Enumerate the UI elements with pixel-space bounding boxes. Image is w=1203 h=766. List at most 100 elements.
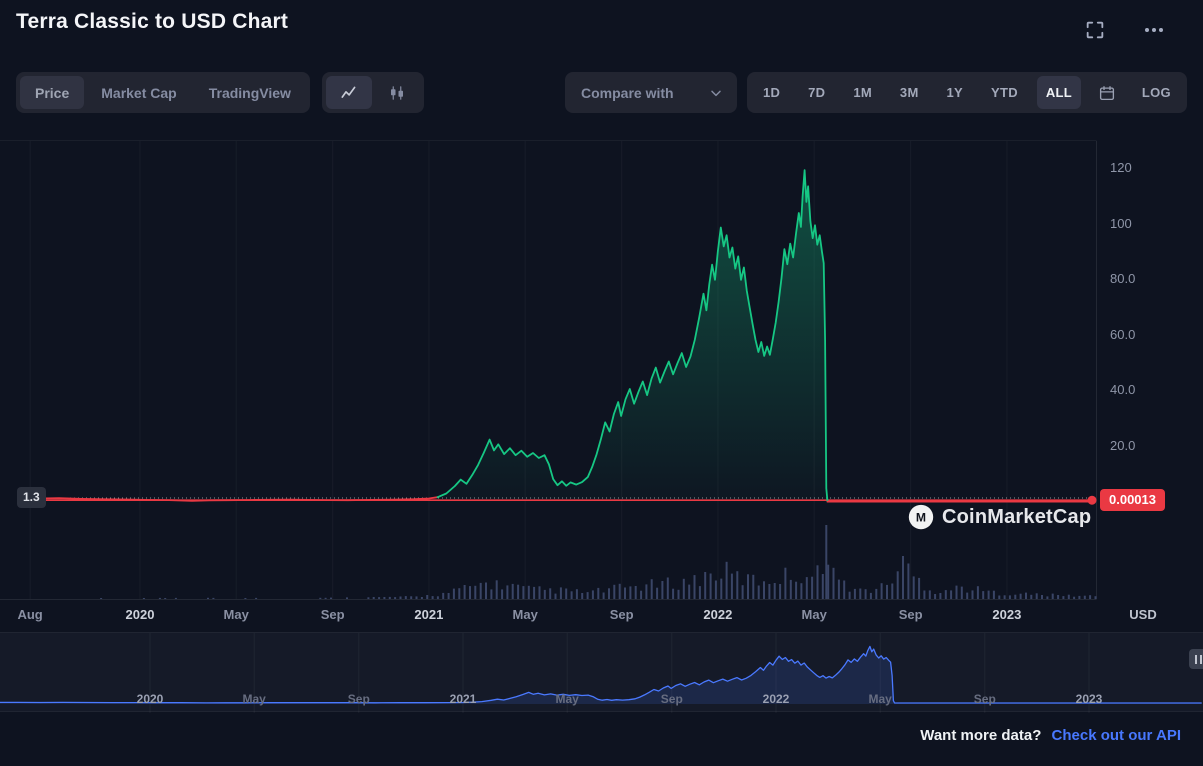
- volume-bar: [704, 572, 707, 599]
- volume-bar: [859, 588, 862, 599]
- calendar-button[interactable]: [1091, 76, 1123, 109]
- chart-type-line-button[interactable]: [326, 76, 372, 109]
- volume-bar: [1003, 595, 1006, 599]
- volume-bar: [907, 563, 910, 599]
- volume-bar: [1019, 593, 1022, 599]
- volume-bar: [404, 596, 407, 599]
- log-scale-button[interactable]: LOG: [1133, 76, 1180, 109]
- volume-bar: [1094, 596, 1097, 599]
- volume-bar: [982, 591, 985, 599]
- volume-bar: [1008, 595, 1011, 599]
- volume-bar: [399, 596, 402, 599]
- volume-bar: [506, 585, 509, 599]
- x-axis-label: May: [801, 607, 827, 622]
- volume-bar: [955, 585, 958, 599]
- view-tab-market-cap[interactable]: Market Cap: [86, 76, 191, 109]
- navigator-handle[interactable]: [1189, 649, 1203, 669]
- volume-bar: [591, 590, 594, 599]
- volume-bar: [714, 580, 717, 599]
- volume-bar: [656, 587, 659, 599]
- volume-bar: [469, 586, 471, 599]
- volume-bar: [864, 589, 867, 599]
- volume-bar: [886, 584, 888, 599]
- range-1d[interactable]: 1D: [754, 76, 789, 109]
- volume-bar: [511, 583, 514, 599]
- volume-bar: [672, 588, 675, 599]
- range-all[interactable]: ALL: [1036, 76, 1081, 109]
- volume-bar: [698, 586, 701, 599]
- fullscreen-button[interactable]: [1082, 17, 1108, 43]
- x-axis-label: Sep: [609, 607, 634, 622]
- x-axis-label: May: [512, 607, 538, 622]
- volume-bar: [410, 596, 413, 599]
- range-3m[interactable]: 3M: [891, 76, 928, 109]
- volume-bar: [452, 588, 455, 599]
- volume-bar: [805, 577, 808, 599]
- x-axis-label: 2020: [125, 607, 155, 622]
- volume-bar: [420, 597, 423, 599]
- volume-bar: [950, 590, 953, 599]
- chart-type-candlestick-button[interactable]: [374, 76, 420, 109]
- calendar-icon: [1098, 84, 1116, 102]
- volume-bar: [902, 556, 904, 599]
- view-tab-price[interactable]: Price: [20, 76, 85, 109]
- volume-bar: [543, 589, 546, 599]
- volume-bar: [554, 593, 557, 599]
- volume-bar: [1073, 596, 1076, 599]
- more-options-button[interactable]: [1140, 17, 1168, 43]
- range-1m[interactable]: 1M: [844, 76, 881, 109]
- x-axis-label: Sep: [320, 607, 345, 622]
- volume-bar: [912, 576, 915, 599]
- price-line-segment: [436, 169, 829, 503]
- volume-bar: [388, 596, 391, 599]
- volume-bar: [763, 581, 765, 599]
- volume-bar: [142, 598, 145, 599]
- compare-with-select[interactable]: Compare with: [565, 72, 737, 113]
- volume-bar: [688, 584, 691, 599]
- volume-bar: [474, 585, 477, 599]
- volume-bar: [613, 584, 616, 599]
- range-7d[interactable]: 7D: [799, 76, 834, 109]
- range-ytd[interactable]: YTD: [982, 76, 1027, 109]
- page-title: Terra Classic to USD Chart: [16, 10, 289, 33]
- volume-bar: [501, 589, 504, 599]
- volume-bar: [431, 596, 434, 599]
- volume-bar: [575, 589, 578, 599]
- volume-bar: [1062, 596, 1065, 599]
- volume-bar: [827, 564, 830, 599]
- volume-bar: [324, 597, 327, 599]
- volume-bar: [848, 591, 851, 599]
- x-axis-label: May: [223, 607, 249, 622]
- volume-bar: [869, 592, 872, 599]
- volume-bar: [1083, 595, 1086, 599]
- volume-bar: [367, 597, 370, 599]
- volume-bar: [426, 595, 429, 599]
- volume-bar: [736, 571, 739, 599]
- navigator-canvas[interactable]: [0, 633, 1203, 713]
- volume-bar: [1089, 595, 1092, 599]
- volume-bar: [1078, 595, 1081, 599]
- volume-bar: [992, 590, 995, 599]
- volume-bar: [485, 582, 487, 599]
- range-1y[interactable]: 1Y: [938, 76, 973, 109]
- volume-bar: [372, 597, 375, 599]
- volume-bar: [677, 589, 680, 599]
- volume-bar: [383, 597, 386, 599]
- volume-bar: [934, 594, 937, 599]
- volume-bar: [1030, 594, 1033, 599]
- volume-bar: [768, 584, 771, 599]
- volume-bar: [944, 590, 947, 599]
- volume-bar: [789, 579, 792, 599]
- volume-bar: [730, 573, 733, 599]
- view-tab-tradingview[interactable]: TradingView: [194, 76, 306, 109]
- volume-bar: [640, 590, 643, 599]
- compare-with-label: Compare with: [581, 84, 674, 101]
- volume-bar: [255, 597, 258, 599]
- volume-bar: [319, 597, 322, 599]
- range-buttons: 1D 7D 1M 3M 1Y YTD ALL LOG: [747, 72, 1187, 113]
- volume-bar: [1057, 595, 1060, 599]
- x-axis-label: Sep: [898, 607, 923, 622]
- x-axis-label: 2023: [992, 607, 1022, 622]
- volume-bar: [966, 592, 969, 599]
- api-link[interactable]: Check out our API: [1051, 727, 1181, 744]
